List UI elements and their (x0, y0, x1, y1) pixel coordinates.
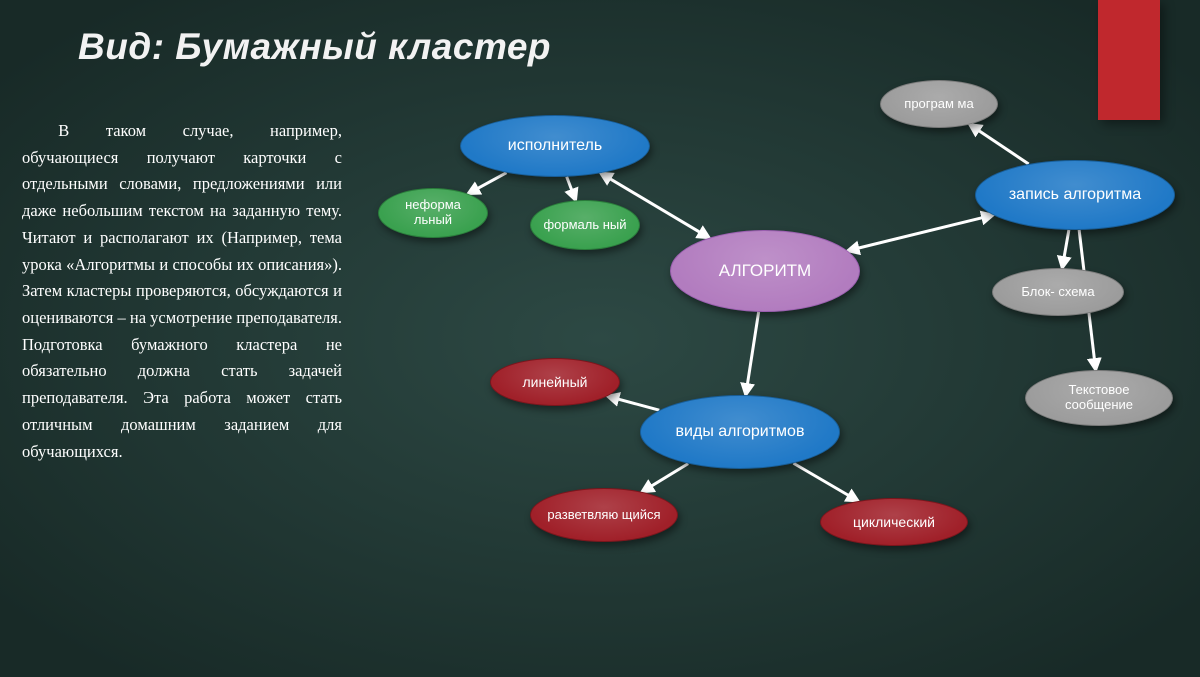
node-executor: исполнитель (460, 115, 650, 177)
edge-algorithm-record (848, 215, 993, 251)
edge-kinds-cyclic (793, 463, 858, 501)
node-label: Блок- схема (1021, 285, 1094, 300)
node-label: неформа льный (387, 198, 479, 228)
node-label: АЛГОРИТМ (719, 261, 811, 281)
edge-executor-informal (468, 173, 506, 194)
edge-kinds-linear (607, 396, 659, 410)
node-label: исполнитель (508, 137, 602, 155)
node-branching: разветвляю щийся (530, 488, 678, 542)
node-textmsg: Текстовое сообщение (1025, 370, 1173, 426)
slide: Вид: Бумажный кластер В таком случае, на… (0, 0, 1200, 677)
cluster-diagram: АЛГОРИТМ исполнитель неформа льный формаль … (360, 80, 1200, 670)
node-cyclic: циклический (820, 498, 968, 546)
edge-algorithm-kinds (746, 312, 759, 395)
node-label: Текстовое сообщение (1034, 383, 1164, 413)
body-paragraph: В таком случае, например, обучающиеся по… (22, 118, 342, 465)
node-program: програм ма (880, 80, 998, 128)
slide-title: Вид: Бумажный кластер (78, 26, 551, 68)
edge-kinds-branching (642, 464, 688, 492)
node-label: виды алгоритмов (676, 423, 805, 441)
edge-record-blockscheme (1062, 230, 1069, 268)
node-formal: формаль ный (530, 200, 640, 250)
node-algorithm: АЛГОРИТМ (670, 230, 860, 312)
node-linear: линейный (490, 358, 620, 406)
node-kinds: виды алгоритмов (640, 395, 840, 469)
node-blockscheme: Блок- схема (992, 268, 1124, 316)
node-label: запись алгоритма (1009, 186, 1141, 204)
edge-executor-formal (567, 177, 576, 201)
node-label: циклический (853, 514, 935, 530)
node-record: запись алгоритма (975, 160, 1175, 230)
node-label: формаль ный (543, 218, 626, 233)
node-label: програм ма (904, 97, 973, 112)
node-label: линейный (523, 374, 588, 390)
node-informal: неформа льный (378, 188, 488, 238)
node-label: разветвляю щийся (547, 508, 660, 523)
edge-record-program (970, 125, 1029, 164)
